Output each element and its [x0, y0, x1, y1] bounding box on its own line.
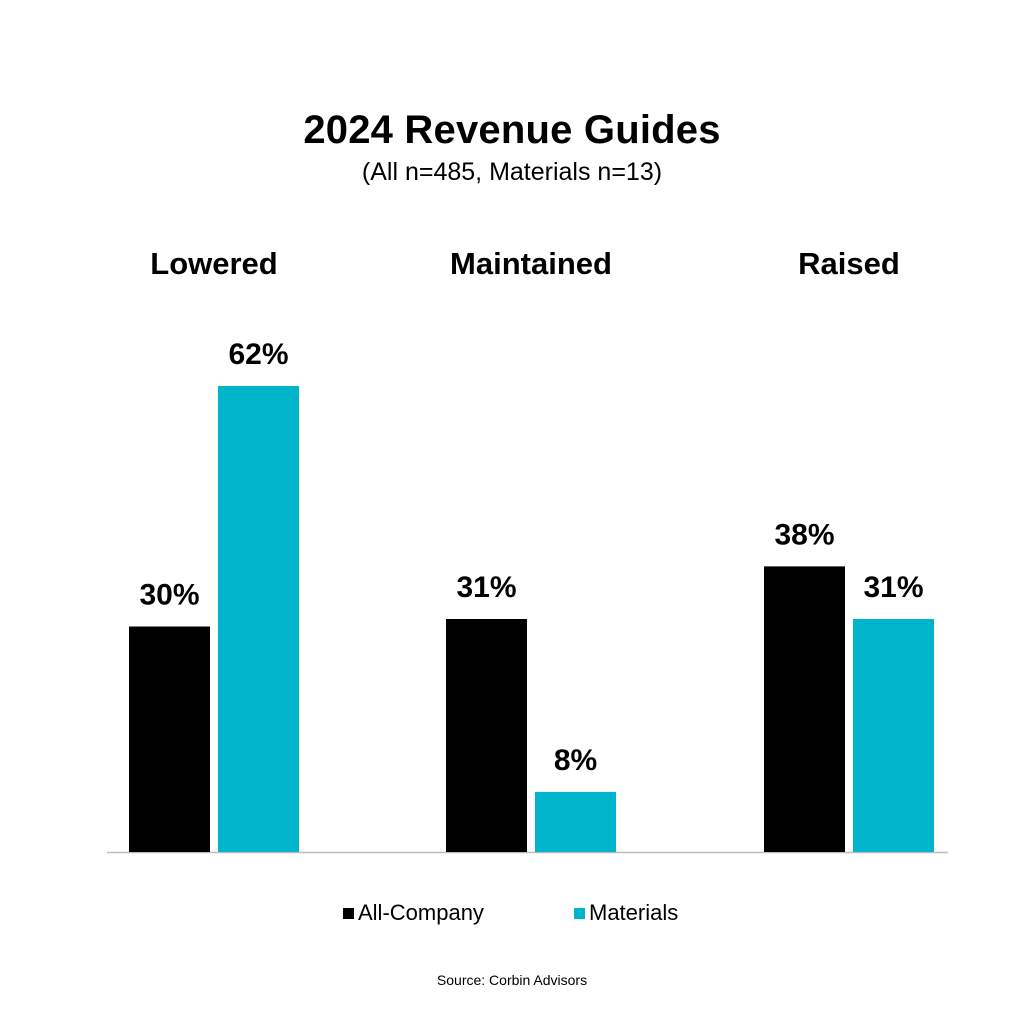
- data-label-all-company-raised: 38%: [774, 518, 834, 551]
- category-label-maintained: Maintained: [450, 246, 612, 281]
- bar-materials-raised: [853, 619, 934, 852]
- category-label-raised: Raised: [798, 246, 900, 281]
- bar-materials-maintained: [535, 791, 616, 852]
- legend-item-all-company: All-Company: [343, 900, 484, 926]
- legend-swatch-all-company: [343, 907, 354, 919]
- legend-item-materials: Materials: [574, 900, 678, 926]
- data-label-materials-raised: 31%: [863, 571, 923, 604]
- data-label-materials-maintained: 8%: [554, 744, 597, 777]
- bar-all-company-maintained: [446, 619, 527, 852]
- data-label-all-company-lowered: 30%: [139, 579, 199, 612]
- chart-title: 2024 Revenue Guides: [303, 108, 721, 152]
- legend-label-materials: Materials: [589, 900, 679, 925]
- bar-materials-lowered: [218, 386, 299, 852]
- data-label-all-company-maintained: 31%: [456, 571, 516, 604]
- source-note: Source: Corbin Advisors: [436, 972, 588, 988]
- bar-all-company-raised: [764, 566, 845, 852]
- category-label-lowered: Lowered: [150, 246, 277, 281]
- legend-swatch-materials: [574, 907, 585, 919]
- bar-all-company-lowered: [129, 626, 210, 852]
- chart-subtitle: (All n=485, Materials n=13): [361, 158, 663, 186]
- data-label-materials-lowered: 62%: [228, 338, 288, 371]
- legend-label-all-company: All-Company: [358, 900, 484, 925]
